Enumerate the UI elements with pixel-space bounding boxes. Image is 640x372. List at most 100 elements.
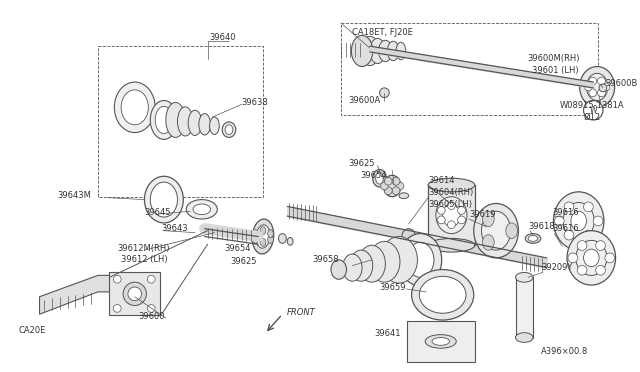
Ellipse shape bbox=[396, 42, 406, 60]
Ellipse shape bbox=[528, 235, 538, 241]
Text: A396×00.8: A396×00.8 bbox=[541, 347, 588, 356]
Circle shape bbox=[598, 89, 605, 97]
Text: 39654: 39654 bbox=[360, 171, 387, 180]
Ellipse shape bbox=[256, 225, 270, 248]
Ellipse shape bbox=[287, 237, 293, 245]
Circle shape bbox=[447, 202, 455, 209]
Ellipse shape bbox=[121, 90, 148, 125]
Circle shape bbox=[577, 265, 587, 275]
Circle shape bbox=[596, 265, 605, 275]
Circle shape bbox=[584, 202, 593, 212]
Ellipse shape bbox=[166, 102, 185, 137]
Ellipse shape bbox=[253, 235, 259, 243]
Ellipse shape bbox=[571, 211, 586, 231]
Bar bbox=[407, 321, 475, 362]
Text: 39643: 39643 bbox=[161, 224, 188, 233]
Ellipse shape bbox=[407, 242, 434, 277]
Text: 39640: 39640 bbox=[209, 33, 236, 42]
Circle shape bbox=[564, 202, 574, 212]
Circle shape bbox=[147, 275, 155, 283]
Ellipse shape bbox=[358, 245, 385, 282]
Ellipse shape bbox=[193, 204, 211, 215]
Ellipse shape bbox=[481, 211, 511, 250]
Circle shape bbox=[392, 177, 400, 185]
Ellipse shape bbox=[432, 337, 449, 345]
Ellipse shape bbox=[580, 67, 614, 107]
Ellipse shape bbox=[177, 107, 193, 136]
Circle shape bbox=[584, 83, 592, 91]
Ellipse shape bbox=[253, 230, 259, 237]
Ellipse shape bbox=[399, 193, 409, 199]
Ellipse shape bbox=[260, 227, 266, 235]
Text: 39643M: 39643M bbox=[57, 191, 91, 200]
Circle shape bbox=[602, 83, 610, 91]
Ellipse shape bbox=[372, 170, 387, 187]
Circle shape bbox=[113, 305, 121, 312]
Text: 39645: 39645 bbox=[145, 208, 171, 217]
Bar bbox=[98, 46, 263, 197]
Text: 39600B: 39600B bbox=[605, 78, 637, 87]
Ellipse shape bbox=[516, 333, 533, 342]
Circle shape bbox=[568, 253, 578, 263]
Bar bbox=[109, 272, 160, 315]
Circle shape bbox=[128, 287, 141, 301]
Ellipse shape bbox=[425, 335, 456, 348]
Ellipse shape bbox=[360, 36, 380, 65]
Circle shape bbox=[385, 177, 392, 185]
Ellipse shape bbox=[554, 192, 604, 250]
Bar bbox=[428, 185, 475, 245]
Ellipse shape bbox=[584, 249, 599, 267]
Ellipse shape bbox=[586, 73, 608, 100]
Text: CA18ET, FJ20E: CA18ET, FJ20E bbox=[353, 28, 413, 37]
Circle shape bbox=[596, 241, 605, 250]
Text: CA20E: CA20E bbox=[18, 326, 45, 335]
Circle shape bbox=[598, 77, 605, 85]
Ellipse shape bbox=[506, 223, 518, 238]
Ellipse shape bbox=[563, 202, 594, 240]
Circle shape bbox=[584, 100, 603, 120]
Circle shape bbox=[385, 187, 392, 195]
Text: 39625: 39625 bbox=[230, 257, 257, 266]
Ellipse shape bbox=[268, 230, 273, 237]
Ellipse shape bbox=[225, 125, 233, 135]
Text: 39638: 39638 bbox=[242, 98, 268, 107]
Ellipse shape bbox=[525, 234, 541, 243]
Ellipse shape bbox=[483, 211, 494, 227]
Circle shape bbox=[589, 77, 596, 85]
Text: 39600: 39600 bbox=[139, 312, 165, 321]
Text: FRONT: FRONT bbox=[286, 308, 315, 317]
Text: 39600M(RH): 39600M(RH) bbox=[527, 54, 580, 63]
Circle shape bbox=[458, 216, 465, 224]
Ellipse shape bbox=[516, 272, 533, 282]
Text: 39641: 39641 bbox=[374, 329, 401, 338]
Circle shape bbox=[593, 216, 603, 226]
Ellipse shape bbox=[567, 231, 616, 285]
Circle shape bbox=[584, 230, 593, 240]
Ellipse shape bbox=[576, 240, 607, 275]
Circle shape bbox=[577, 241, 587, 250]
Ellipse shape bbox=[186, 200, 218, 219]
Text: Ø12: Ø12 bbox=[584, 113, 601, 122]
Ellipse shape bbox=[379, 40, 392, 62]
Ellipse shape bbox=[222, 122, 236, 137]
Text: 39654: 39654 bbox=[224, 244, 251, 253]
Circle shape bbox=[381, 182, 388, 190]
Text: 39618: 39618 bbox=[528, 222, 555, 231]
Circle shape bbox=[599, 84, 607, 92]
Ellipse shape bbox=[331, 260, 346, 279]
Ellipse shape bbox=[483, 235, 494, 250]
Text: 39605(LH): 39605(LH) bbox=[428, 200, 472, 209]
Ellipse shape bbox=[370, 38, 385, 64]
Circle shape bbox=[564, 230, 574, 240]
Ellipse shape bbox=[402, 229, 415, 244]
Ellipse shape bbox=[387, 41, 399, 61]
Ellipse shape bbox=[376, 172, 383, 184]
Ellipse shape bbox=[412, 270, 474, 320]
Text: 39600A: 39600A bbox=[348, 96, 381, 105]
Ellipse shape bbox=[436, 197, 467, 234]
Ellipse shape bbox=[351, 35, 372, 67]
Ellipse shape bbox=[474, 203, 518, 258]
Ellipse shape bbox=[115, 82, 155, 132]
Text: 39658: 39658 bbox=[312, 255, 339, 264]
Bar bbox=[340, 23, 598, 115]
